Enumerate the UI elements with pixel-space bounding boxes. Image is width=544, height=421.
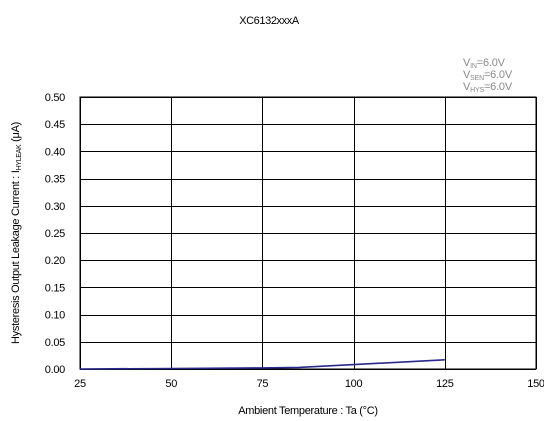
y-tick-label: 0.20	[45, 255, 65, 267]
y-axis-label: Hysteresis Output Leakage Current : IHYL…	[10, 122, 23, 344]
y-tick-label: 0.45	[45, 119, 65, 131]
x-axis-label: Ambient Temperature : Ta (°C)	[238, 405, 378, 417]
y-tick-label: 0.35	[45, 174, 65, 186]
chart-title: XC6132xxxA	[239, 15, 300, 27]
y-tick-label: 0.30	[45, 201, 65, 213]
y-tick-label: 0.00	[45, 364, 65, 376]
y-tick-label: 0.10	[45, 310, 65, 322]
series-group	[79, 359, 445, 370]
annotation-vhys: VHYS=6.0V	[463, 81, 513, 94]
grid-lines	[80, 97, 537, 370]
annotation-vsen: VSEN=6.0V	[463, 69, 513, 82]
condition-annotations: VIN=6.0V VSEN=6.0V VHYS=6.0V	[463, 57, 513, 94]
x-tick-label: 25	[74, 378, 86, 390]
x-tick-label: 125	[436, 378, 454, 390]
y-tick-label: 0.25	[45, 228, 65, 240]
y-tick-label: 0.15	[45, 282, 65, 294]
series-line	[79, 359, 445, 370]
x-tick-labels: 25 50 75 100 125 150	[74, 378, 544, 390]
y-tick-label: 0.50	[45, 92, 65, 104]
x-tick-label: 100	[345, 378, 363, 390]
x-tick-label: 150	[527, 378, 544, 390]
x-tick-label: 75	[257, 378, 269, 390]
annotation-vin: VIN=6.0V	[463, 57, 506, 70]
x-tick-label: 50	[165, 378, 177, 390]
y-tick-label: 0.40	[45, 146, 65, 158]
plot-area-frame	[79, 96, 537, 370]
y-tick-labels: 0.00 0.05 0.10 0.15 0.20 0.25 0.30 0.35 0.40 0.45…	[45, 92, 66, 376]
y-tick-label: 0.05	[45, 337, 65, 349]
